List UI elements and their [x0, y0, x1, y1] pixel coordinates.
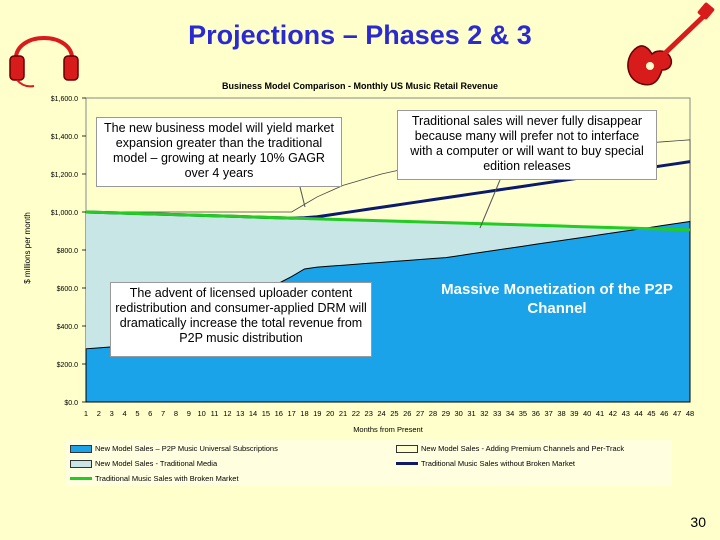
- x-tick-label: 14: [249, 409, 257, 418]
- headphones-icon: [9, 36, 79, 88]
- legend-swatch-p2p: [70, 444, 92, 453]
- x-tick-label: 24: [377, 409, 385, 418]
- x-tick-label: 36: [532, 409, 540, 418]
- y-tick-label: $1,600.0: [51, 96, 78, 103]
- legend-item-premium: New Model Sales - Adding Premium Channel…: [396, 444, 624, 453]
- x-tick-label: 1: [84, 409, 88, 418]
- x-tick-label: 16: [275, 409, 283, 418]
- callout-monetization: Massive Monetization of the P2P Channel: [441, 281, 673, 317]
- x-tick-label: 19: [313, 409, 321, 418]
- x-tick-label: 40: [583, 409, 591, 418]
- x-tick-label: 31: [467, 409, 475, 418]
- x-tick-label: 3: [110, 409, 114, 418]
- x-tick-label: 22: [352, 409, 360, 418]
- legend-label-with-broken: Traditional Music Sales with Broken Mark…: [95, 474, 239, 483]
- chart-title: Business Model Comparison - Monthly US M…: [221, 81, 499, 91]
- x-tick-label: 46: [660, 409, 668, 418]
- callout-uploader: The advent of licensed uploader content …: [110, 282, 372, 357]
- chart-legend: New Model Sales – P2P Music Universal Su…: [66, 440, 672, 486]
- x-tick-label: 37: [544, 409, 552, 418]
- x-tick-label: 45: [647, 409, 655, 418]
- x-tick-label: 33: [493, 409, 501, 418]
- x-tick-label: 9: [187, 409, 191, 418]
- legend-item-with-broken: Traditional Music Sales with Broken Mark…: [70, 474, 239, 483]
- x-tick-label: 48: [686, 409, 694, 418]
- guitar-icon: [627, 2, 715, 86]
- x-tick-label: 47: [673, 409, 681, 418]
- x-tick-label: 6: [148, 409, 152, 418]
- x-axis-label: Months from Present: [353, 425, 424, 434]
- x-tick-label: 21: [339, 409, 347, 418]
- x-tick-label: 8: [174, 409, 178, 418]
- legend-swatch-traditional-media: [70, 459, 92, 468]
- x-tick-label: 30: [455, 409, 463, 418]
- page-number: 30: [690, 514, 706, 530]
- x-tick-label: 15: [262, 409, 270, 418]
- x-tick-label: 18: [300, 409, 308, 418]
- x-tick-label: 35: [519, 409, 527, 418]
- x-tick-label: 26: [403, 409, 411, 418]
- x-tick-label: 7: [161, 409, 165, 418]
- x-tick-label: 12: [223, 409, 231, 418]
- legend-item-without-broken: Traditional Music Sales without Broken M…: [396, 459, 575, 468]
- x-tick-label: 25: [390, 409, 398, 418]
- y-tick-label: $1,000.0: [51, 210, 78, 217]
- x-tick-label: 20: [326, 409, 334, 418]
- x-tick-label: 44: [634, 409, 642, 418]
- x-tick-label: 23: [365, 409, 373, 418]
- legend-label-premium: New Model Sales - Adding Premium Channel…: [421, 444, 625, 453]
- x-tick-label: 28: [429, 409, 437, 418]
- x-tick-label: 27: [416, 409, 424, 418]
- callout-pointer-expansion: [299, 186, 306, 208]
- slide-title: Projections – Phases 2 & 3: [188, 20, 532, 50]
- y-tick-label: $400.0: [57, 324, 79, 331]
- x-tick-label: 11: [211, 409, 219, 418]
- legend-item-traditional-media: New Model Sales - Traditional Media: [70, 459, 217, 468]
- y-tick-label: $0.0: [64, 400, 78, 407]
- callout-traditional: Traditional sales will never fully disap…: [397, 110, 657, 180]
- x-tick-label: 5: [135, 409, 139, 418]
- x-tick-label: 34: [506, 409, 514, 418]
- x-tick-label: 13: [236, 409, 244, 418]
- legend-item-p2p: New Model Sales – P2P Music Universal Su…: [70, 444, 278, 453]
- y-tick-label: $1,400.0: [51, 134, 78, 141]
- x-tick-label: 4: [122, 409, 126, 418]
- x-tick-label: 17: [287, 409, 295, 418]
- line-with-broken-market: [85, 210, 691, 232]
- legend-line-without-broken: [396, 462, 418, 465]
- legend-label-p2p: New Model Sales – P2P Music Universal Su…: [95, 444, 278, 453]
- callout-pointer-traditional: [479, 179, 501, 229]
- legend-line-with-broken: [70, 477, 92, 480]
- x-tick-label: 38: [557, 409, 565, 418]
- legend-swatch-premium: [396, 444, 418, 453]
- legend-label-without-broken: Traditional Music Sales without Broken M…: [421, 459, 575, 468]
- y-tick-label: $200.0: [57, 362, 79, 369]
- x-tick-label: 29: [442, 409, 450, 418]
- x-tick-label: 42: [609, 409, 617, 418]
- x-tick-label: 32: [480, 409, 488, 418]
- x-tick-label: 10: [197, 409, 205, 418]
- callout-expansion: The new business model will yield market…: [96, 117, 342, 187]
- y-tick-label: $1,200.0: [51, 172, 78, 179]
- x-tick-label: 43: [622, 409, 630, 418]
- y-tick-label: $600.0: [57, 286, 79, 293]
- x-tick-label: 39: [570, 409, 578, 418]
- y-tick-label: $800.0: [57, 248, 79, 255]
- x-tick-label: 41: [596, 409, 604, 418]
- x-tick-label: 2: [97, 409, 101, 418]
- legend-label-traditional-media: New Model Sales - Traditional Media: [95, 459, 218, 468]
